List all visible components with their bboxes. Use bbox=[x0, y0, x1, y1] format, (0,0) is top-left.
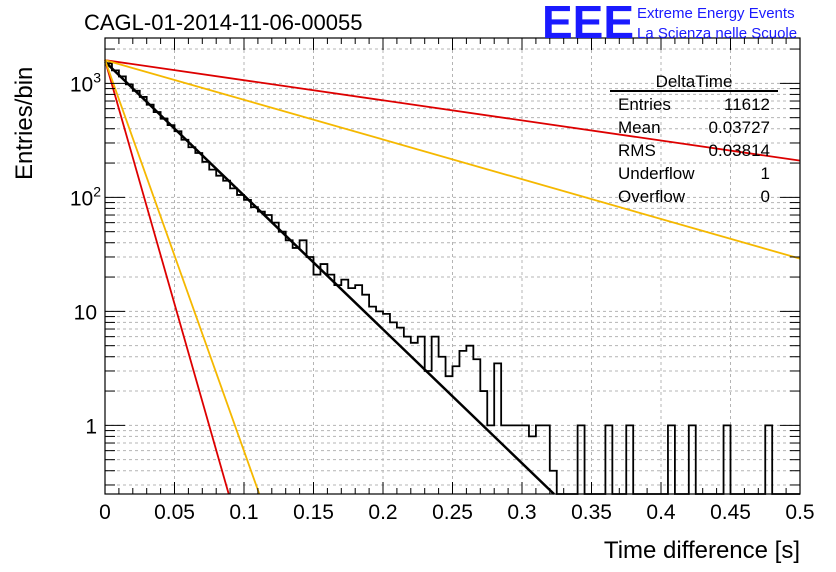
stats-value-rms: 0.03814 bbox=[709, 141, 770, 160]
x-tick-label: 0.45 bbox=[710, 501, 751, 524]
stats-label-underflow: Underflow bbox=[618, 164, 695, 183]
y-axis-label: Entries/bin bbox=[11, 67, 38, 180]
org-line1: Extreme Energy Events bbox=[637, 5, 795, 22]
x-tick-label: 0.15 bbox=[293, 501, 334, 524]
org-line2: La Scienza nelle Scuole bbox=[637, 25, 797, 42]
grid-layer bbox=[105, 38, 800, 494]
x-tick-label: 0.05 bbox=[154, 501, 195, 524]
fit-line-2 bbox=[104, 59, 801, 260]
y-tick-label: 10 bbox=[74, 301, 97, 324]
stats-title: DeltaTime bbox=[656, 72, 733, 91]
stats-value-overflow: 0 bbox=[761, 187, 770, 206]
fit-lines-layer bbox=[104, 59, 801, 495]
stats-box: DeltaTime Entries 11612 Mean 0.03727 RMS… bbox=[610, 72, 778, 206]
x-tick-label: 0.1 bbox=[229, 501, 258, 524]
fit-line-0 bbox=[104, 60, 555, 495]
stats-label-entries: Entries bbox=[618, 95, 671, 114]
stats-value-underflow: 1 bbox=[761, 164, 770, 183]
x-tick-label: 0.4 bbox=[646, 501, 676, 524]
x-tick-label: 0 bbox=[99, 501, 111, 524]
stats-value-entries: 11612 bbox=[724, 95, 770, 114]
stats-label-overflow: Overflow bbox=[618, 187, 686, 206]
fit-line-1 bbox=[104, 59, 801, 162]
x-tick-label: 0.35 bbox=[571, 501, 612, 524]
fit-line-3 bbox=[104, 59, 230, 495]
run-title: CAGL-01-2014-11-06-00055 bbox=[84, 10, 362, 35]
x-tick-label: 0.3 bbox=[507, 501, 536, 524]
x-tick-label: 0.5 bbox=[785, 501, 814, 524]
stats-label-mean: Mean bbox=[618, 118, 661, 137]
x-tick-label: 0.2 bbox=[368, 501, 397, 524]
y-tick-label: 1 bbox=[85, 415, 97, 438]
y-tick-label: 102 bbox=[70, 183, 101, 210]
y-tick-label: 103 bbox=[70, 69, 101, 96]
fit-line-4 bbox=[104, 59, 261, 495]
eee-logo: EEE bbox=[542, 0, 634, 48]
ticks-layer: 0 0.05 0.1 0.15 0.2 0.25 0.3 0.35 0.4 0.45 0.51101… bbox=[70, 38, 815, 524]
x-axis-label: Time difference [s] bbox=[604, 537, 800, 564]
stats-label-rms: RMS bbox=[618, 141, 656, 160]
x-tick-label: 0.25 bbox=[432, 501, 473, 524]
stats-value-mean: 0.03727 bbox=[709, 118, 770, 137]
